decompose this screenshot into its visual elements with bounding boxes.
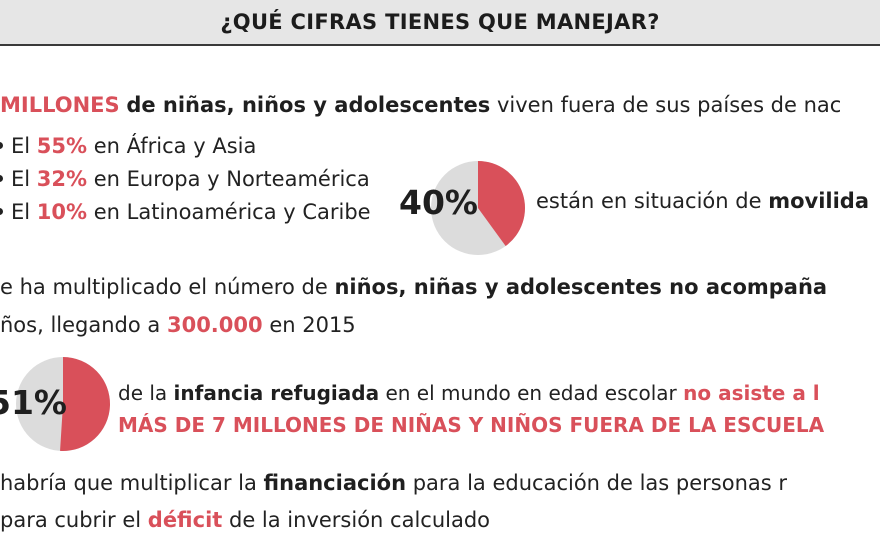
school-headline: MÁS DE 7 MILLONES DE NIÑAS Y NIÑOS FUERA… [118, 413, 825, 437]
unaccompanied-text: e ha multiplicado el número de [0, 275, 328, 299]
financing-line-2: para cubrir el déficit de la inversión c… [0, 506, 490, 534]
region-item: El 32% en Europa y Norteamérica [0, 165, 370, 193]
school-pie-chart [16, 357, 111, 451]
bullet-icon [0, 141, 3, 149]
pie-highlight-slice [60, 357, 111, 451]
unaccompanied-line-2: ños, llegando a 300.000 en 2015 [0, 311, 356, 339]
bullet-icon [0, 174, 3, 182]
region-item: El 55% en África y Asia [0, 132, 256, 160]
stat-bold: de niñas, niños y adolescentes [126, 93, 491, 117]
unaccompanied-rest: en 2015 [269, 313, 356, 337]
stat-rest: viven fuera de sus países de nac [496, 93, 842, 117]
mobility-pie-chart [431, 161, 525, 255]
school-caption-line-1: de la infancia refugiada en el mundo en … [118, 379, 820, 407]
region-item: El 10% en Latinoamérica y Caribe [0, 198, 371, 226]
school-bold: infancia refugiada [173, 381, 380, 405]
mobility-bold: movilida [768, 189, 869, 213]
stat-children-abroad: MILLONES de niñas, niños y adolescentes … [0, 91, 841, 119]
page-title: ¿QUÉ CIFRAS TIENES QUE MANEJAR? [220, 10, 660, 34]
financing-rest: para la educación de las personas r [412, 471, 788, 495]
header-bar: ¿QUÉ CIFRAS TIENES QUE MANEJAR? [0, 0, 880, 46]
unaccompanied-bold: niños, niñas y adolescentes no acompaña [334, 275, 828, 299]
region-suffix: en Europa y Norteamérica [93, 167, 370, 191]
unaccompanied-line-1: e ha multiplicado el número de niños, ni… [0, 273, 827, 301]
bullet-icon [0, 207, 3, 215]
region-value: 55% [36, 134, 88, 158]
pie-highlight-slice [478, 161, 525, 247]
region-suffix: en África y Asia [93, 134, 257, 158]
unaccompanied-highlight: 300.000 [166, 313, 263, 337]
region-value: 32% [36, 167, 88, 191]
school-highlight: no asiste a l [683, 381, 820, 405]
mobility-caption: están en situación de movilida [536, 187, 869, 215]
school-pre: de la [118, 381, 168, 405]
financing-rest-2: de la inversión calculado [229, 508, 491, 532]
mobility-percent-label: 40% [399, 183, 478, 222]
school-percent-label: 51% [0, 383, 67, 422]
financing-text-2: para cubrir el [0, 508, 142, 532]
financing-bold: financiación [263, 471, 407, 495]
unaccompanied-text-2: ños, llegando a [0, 313, 161, 337]
financing-text: habría que multiplicar la [0, 471, 257, 495]
financing-line-1: habría que multiplicar la financiación p… [0, 469, 787, 497]
mobility-text: están en situación de [536, 189, 762, 213]
region-suffix: en Latinoamérica y Caribe [93, 200, 371, 224]
financing-highlight: déficit [147, 508, 223, 532]
stat-highlight: MILLONES [0, 93, 120, 117]
region-prefix: El [11, 200, 31, 224]
school-mid: en el mundo en edad escolar [385, 381, 677, 405]
region-value: 10% [36, 200, 88, 224]
school-caption-line-2: MÁS DE 7 MILLONES DE NIÑAS Y NIÑOS FUERA… [118, 411, 824, 439]
region-prefix: El [11, 134, 31, 158]
region-prefix: El [11, 167, 31, 191]
